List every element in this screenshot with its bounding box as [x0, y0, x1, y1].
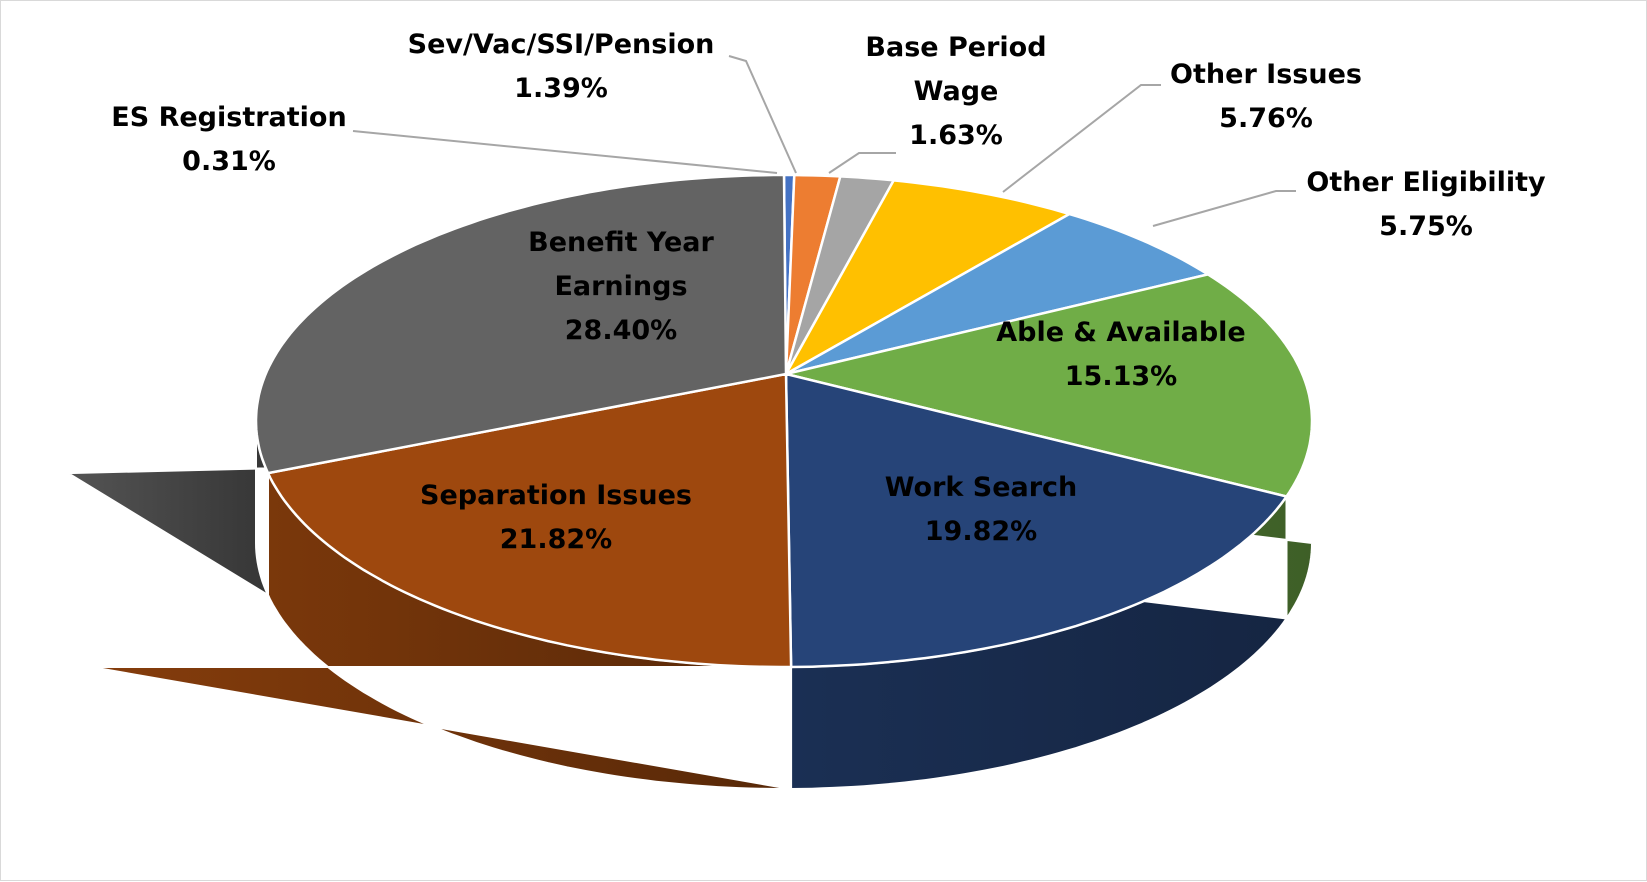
- slice-other-eligibility: [785, 212, 1212, 376]
- slice-other-issues: [782, 179, 1073, 378]
- data-label-name: ES Registration: [111, 102, 346, 133]
- data-label-name: Separation Issues: [420, 480, 692, 511]
- data-label-name: Other Issues: [1170, 59, 1362, 90]
- data-label-value: 5.76%: [1219, 103, 1313, 134]
- leader-line-1: [728, 55, 797, 174]
- data-label-value: 19.82%: [925, 516, 1037, 547]
- data-label-name: Other Eligibility: [1306, 167, 1546, 198]
- data-label-name: Wage: [914, 76, 999, 107]
- slice-side-8: [64, 420, 271, 598]
- data-label-value: 15.13%: [1065, 361, 1177, 392]
- data-label-value: 21.82%: [500, 524, 612, 555]
- data-label-name: Base Period: [865, 32, 1046, 63]
- data-label-name: Able & Available: [996, 317, 1246, 348]
- data-label-value: 1.63%: [909, 120, 1003, 151]
- slice-able-available: [785, 273, 1314, 498]
- data-label-value: 28.40%: [565, 315, 677, 346]
- data-label-value: 0.31%: [182, 146, 276, 177]
- leader-line-0: [352, 130, 778, 174]
- leader-line-3: [1002, 84, 1161, 193]
- slice-separation-issues: [266, 372, 793, 669]
- data-label-value: 5.75%: [1379, 211, 1473, 242]
- slice-work-search: [784, 372, 1289, 669]
- slice-benefit-year-earnings: [254, 173, 788, 475]
- leader-line-2: [828, 152, 896, 174]
- data-label-name: Earnings: [554, 271, 687, 302]
- leader-line-4: [1152, 190, 1296, 227]
- data-label-name: Benefit Year: [528, 227, 714, 258]
- data-label-name: Work Search: [885, 472, 1078, 503]
- data-label-name: Sev/Vac/SSI/Pension: [408, 29, 715, 60]
- data-label-value: 1.39%: [514, 73, 608, 104]
